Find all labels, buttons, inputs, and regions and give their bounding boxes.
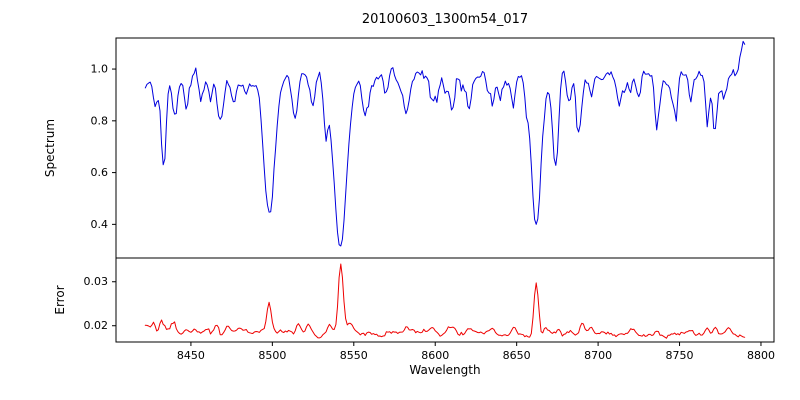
x-tick-label: 8600 — [421, 349, 449, 362]
x-axis-label: Wavelength — [409, 363, 481, 377]
error-axes-frame — [115, 257, 775, 343]
x-tick-label: 8750 — [666, 349, 694, 362]
y-axis-label-error: Error — [53, 285, 67, 315]
x-tick-label: 8800 — [747, 349, 775, 362]
spectrum-y-tick-label: 0.6 — [91, 166, 109, 179]
x-tick-label: 8650 — [503, 349, 531, 362]
spectrum-y-tick-label: 0.8 — [91, 114, 109, 127]
x-tick-label: 8700 — [584, 349, 612, 362]
x-tick-label: 8500 — [258, 349, 286, 362]
error-y-tick-label: 0.03 — [84, 275, 109, 288]
spectrum-y-tick-label: 1.0 — [91, 63, 109, 76]
error-line — [144, 263, 746, 339]
x-tick-label: 8450 — [177, 349, 205, 362]
spectrum-y-tick-label: 0.4 — [91, 218, 109, 231]
error-y-tick-label: 0.02 — [84, 319, 109, 332]
spectrum-line — [144, 40, 746, 247]
plot-title: 20100603_1300m54_017 — [361, 12, 529, 27]
x-tick-label: 8550 — [340, 349, 368, 362]
y-axis-label-spectrum: Spectrum — [43, 118, 57, 178]
